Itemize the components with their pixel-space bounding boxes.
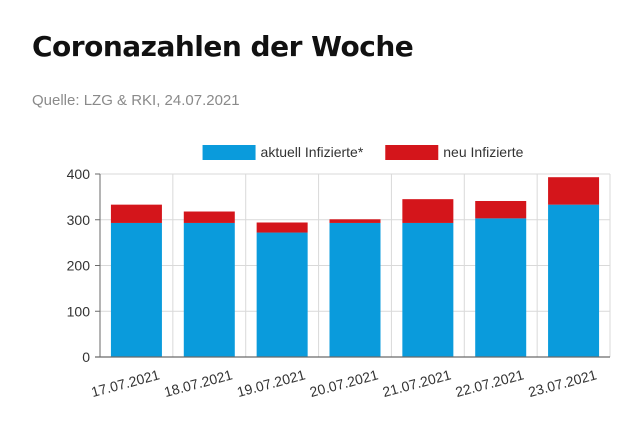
x-tick-label: 20.07.2021 bbox=[308, 366, 380, 400]
bar-neu-infizierte bbox=[183, 211, 235, 223]
source-note: Quelle: LZG & RKI, 24.07.2021 bbox=[32, 92, 240, 109]
bar-neu-infizierte bbox=[475, 200, 527, 219]
legend-swatch bbox=[385, 145, 439, 160]
x-tick-label: 22.07.2021 bbox=[454, 366, 526, 400]
y-tick-label: 300 bbox=[67, 212, 91, 228]
bar-neu-infizierte bbox=[256, 222, 308, 233]
legend-label: neu Infizierte bbox=[443, 144, 523, 160]
bar-aktuell-infizierte bbox=[475, 218, 527, 357]
chart-bars bbox=[110, 177, 600, 357]
y-tick-label: 0 bbox=[82, 349, 90, 365]
y-tick-label: 400 bbox=[67, 166, 91, 182]
legend-swatch bbox=[202, 145, 256, 160]
y-tick-label: 100 bbox=[67, 303, 91, 319]
page-title: Coronazahlen der Woche bbox=[32, 30, 414, 63]
y-tick-label: 200 bbox=[67, 258, 91, 274]
bar-aktuell-infizierte bbox=[256, 232, 308, 357]
bar-aktuell-infizierte bbox=[548, 204, 600, 357]
legend: aktuell Infizierte* neu Infizierte bbox=[202, 144, 524, 160]
bar-neu-infizierte bbox=[402, 199, 454, 223]
x-tick-label: 21.07.2021 bbox=[381, 366, 453, 400]
x-tick-label: 17.07.2021 bbox=[89, 366, 161, 400]
bar-aktuell-infizierte bbox=[402, 222, 454, 357]
x-tick-label: 18.07.2021 bbox=[162, 366, 234, 400]
bar-aktuell-infizierte bbox=[110, 222, 162, 357]
bar-neu-infizierte bbox=[110, 204, 162, 223]
bar-neu-infizierte bbox=[548, 177, 600, 205]
bar-aktuell-infizierte bbox=[183, 222, 235, 357]
x-tick-label: 23.07.2021 bbox=[527, 366, 599, 400]
bar-neu-infizierte bbox=[329, 219, 381, 223]
bar-aktuell-infizierte bbox=[329, 222, 381, 357]
legend-label: aktuell Infizierte* bbox=[261, 144, 364, 160]
x-tick-label: 19.07.2021 bbox=[235, 366, 307, 400]
